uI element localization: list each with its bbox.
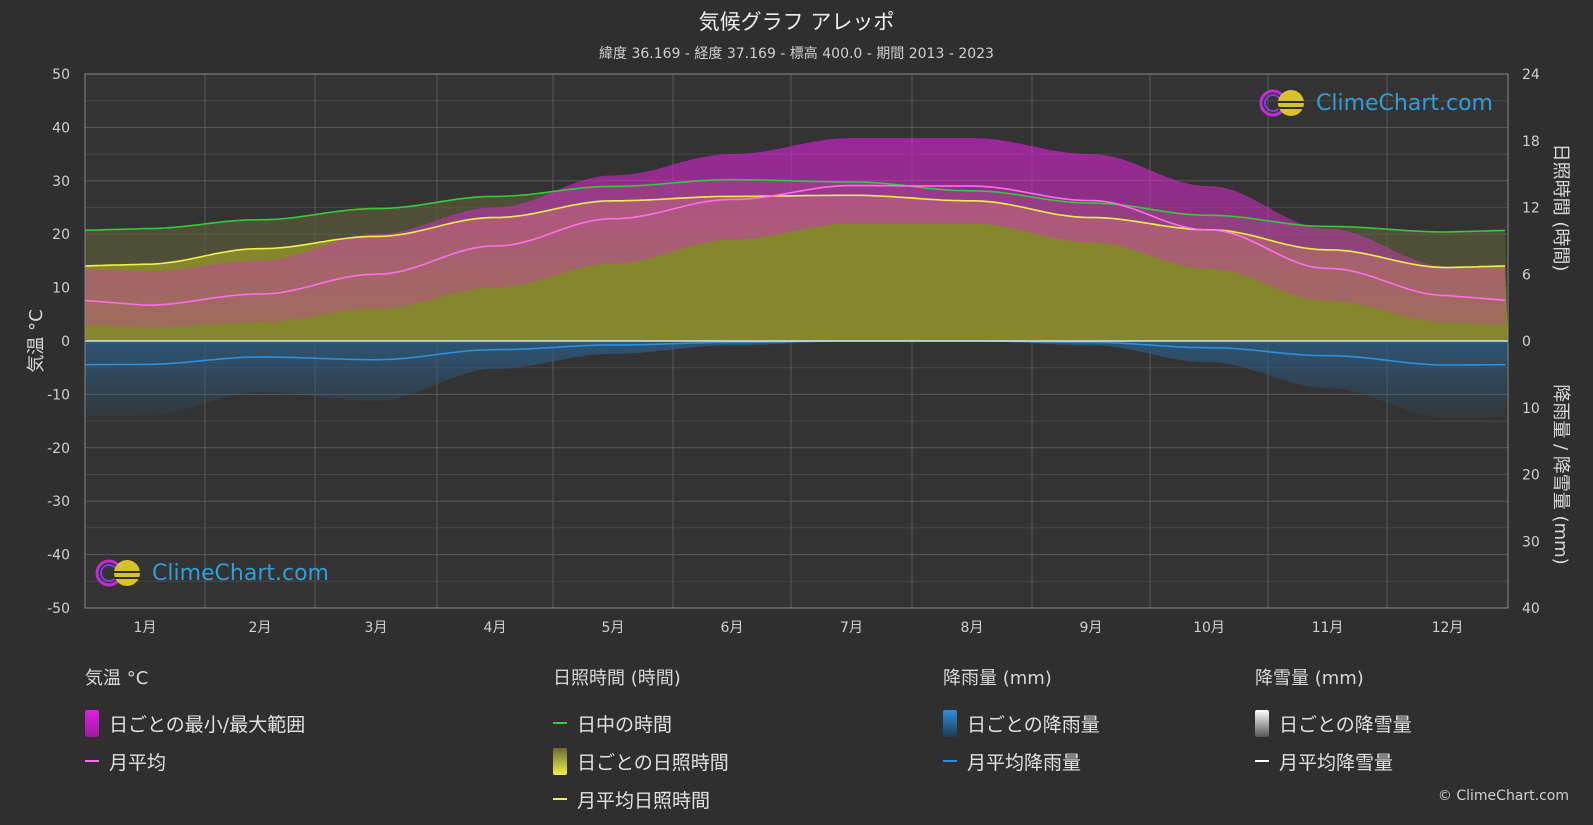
legend-item-snow-mean: 月平均降雪量 [1255, 742, 1412, 780]
rain-area [85, 341, 1508, 418]
y-tick-label-left: 50 [52, 67, 70, 83]
legend-heading: 気温 °C [85, 668, 149, 689]
legend-snow: 降雪量 (mm) 日ごとの降雪量 月平均降雪量 [1255, 664, 1412, 780]
legend-temperature: 気温 °C 日ごとの最小/最大範囲 月平均 [85, 664, 305, 780]
logo-bottom: ClimeChart.com [94, 558, 329, 588]
swatch [553, 747, 567, 775]
legend-label: 日ごとの降雨量 [967, 713, 1100, 736]
x-tick-label: 8月 [961, 620, 984, 636]
swatch [943, 760, 957, 762]
x-tick-label: 3月 [365, 620, 388, 636]
y-tick-label-left: -10 [47, 387, 70, 403]
swatch [553, 798, 567, 800]
y-tick-label-left: 0 [61, 334, 70, 350]
climate-chart: 50 40 30 20 10 0 -10 -20 -30 -40 -50 24 18 12 6 0 10 20 30… [26, 67, 1571, 636]
mean-lines [84, 178, 1508, 366]
x-tick-label: 12月 [1432, 620, 1464, 636]
y-tick-label-left: -40 [47, 548, 70, 564]
x-tick-label: 9月 [1080, 620, 1103, 636]
legend-label: 月平均降雨量 [967, 751, 1082, 774]
legend-item-daily-sunshine: 日ごとの日照時間 [553, 742, 729, 780]
x-tick-label: 10月 [1193, 620, 1225, 636]
y-tick-label-right-bottom: 20 [1522, 468, 1540, 484]
x-tick-label: 2月 [249, 620, 272, 636]
legend-item-daylight: 日中の時間 [553, 704, 729, 742]
legend-label: 日ごとの日照時間 [577, 751, 729, 774]
y-axis-label-right-top: 日照時間 (時間) [1550, 144, 1571, 272]
swatch [85, 760, 99, 762]
legend-label: 月平均 [109, 751, 167, 774]
legend-item-temp-mean: 月平均 [85, 742, 305, 780]
axes: 50 40 30 20 10 0 -10 -20 -30 -40 -50 24 18 12 6 0 10 20 30… [26, 67, 1571, 636]
x-tick-label: 11月 [1312, 620, 1344, 636]
legend-item-temp-range: 日ごとの最小/最大範囲 [85, 704, 305, 742]
chart-subtitle: 緯度 36.169 - 経度 37.169 - 標高 400.0 - 期間 20… [599, 46, 994, 62]
logo-top: ClimeChart.com [1258, 88, 1493, 118]
copyright: © ClimeChart.com [1437, 788, 1569, 804]
plot-border [84, 73, 1509, 609]
y-tick-label-left: -50 [47, 601, 70, 617]
legend-item-daily-snow: 日ごとの降雪量 [1255, 704, 1412, 742]
y-tick-label-left: 30 [52, 174, 70, 190]
swatch [1255, 709, 1269, 737]
y-tick-label-right-bottom: 30 [1522, 534, 1540, 550]
legend-heading: 日照時間 (時間) [553, 668, 681, 689]
daily-rain-bars [85, 341, 1508, 418]
y-tick-label-right-top: 12 [1522, 201, 1540, 217]
x-tick-label: 4月 [484, 620, 507, 636]
y-tick-label-right-top: 0 [1522, 334, 1531, 350]
x-tick-label: 6月 [721, 620, 744, 636]
y-tick-label-right-bottom: 40 [1522, 601, 1540, 617]
y-tick-label-right-top: 6 [1522, 267, 1531, 283]
y-axis-label-left: 気温 °C [26, 309, 47, 372]
legend-rain: 降雨量 (mm) 日ごとの降雨量 月平均降雨量 [943, 664, 1100, 780]
y-tick-label-left: 20 [52, 227, 70, 243]
legend-label: 日ごとの降雪量 [1279, 713, 1412, 736]
y-tick-label-right-bottom: 10 [1522, 401, 1540, 417]
swatch [553, 722, 567, 724]
legend-heading: 降雪量 (mm) [1255, 668, 1364, 689]
climechart-logo-icon [95, 559, 140, 587]
swatch [85, 709, 99, 737]
legend-label: 日中の時間 [577, 713, 673, 736]
temperature-mean-line [84, 184, 1506, 306]
x-tick-label: 7月 [840, 620, 863, 636]
temperature-range-area [85, 138, 1505, 328]
legend-item-daily-rain: 日ごとの降雨量 [943, 704, 1100, 742]
legend-label: 月平均日照時間 [577, 789, 711, 812]
sunshine-mean-line [84, 194, 1506, 269]
legend-item-sunshine-mean: 月平均日照時間 [553, 780, 729, 818]
y-tick-label-left: 10 [52, 281, 70, 297]
y-tick-label-right-top: 24 [1522, 67, 1540, 83]
y-tick-label-left: 40 [52, 120, 70, 136]
legend-label: 月平均降雪量 [1279, 751, 1394, 774]
x-tick-label: 1月 [134, 620, 157, 636]
legend-heading: 降雨量 (mm) [943, 668, 1052, 689]
y-axis-label-right-bottom: 降雨量 / 降雪量 (mm) [1550, 384, 1571, 564]
logo-text: ClimeChart.com [152, 560, 329, 586]
legend-sunshine: 日照時間 (時間) 日中の時間 日ごとの日照時間 月平均日照時間 [553, 664, 729, 818]
swatch [943, 709, 957, 737]
chart-title: 気候グラフ アレッポ [698, 10, 895, 34]
logo-text: ClimeChart.com [1316, 90, 1493, 116]
temperature-band [85, 138, 1505, 328]
climechart-logo-icon [1259, 89, 1304, 117]
legend-label: 日ごとの最小/最大範囲 [109, 713, 306, 736]
swatch [1255, 760, 1269, 762]
y-tick-label-left: -20 [47, 441, 70, 457]
x-tick-label: 5月 [602, 620, 625, 636]
legend-item-rain-mean: 月平均降雨量 [943, 742, 1100, 780]
y-tick-label-left: -30 [47, 494, 70, 510]
daylight-line [84, 178, 1506, 233]
y-tick-label-right-top: 18 [1522, 134, 1540, 150]
